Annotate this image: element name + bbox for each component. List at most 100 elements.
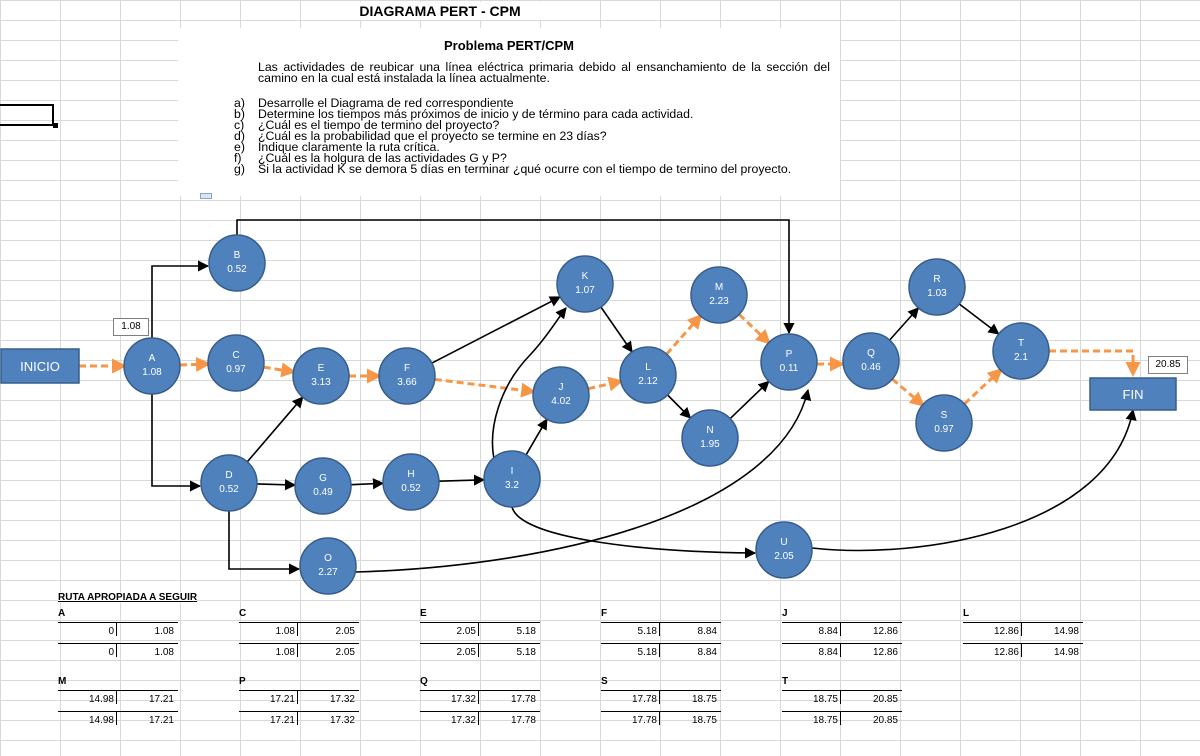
node-m-id: M <box>715 282 723 293</box>
route-start-time[interactable]: 8.84 <box>818 626 838 637</box>
route-end-time[interactable]: 5.18 <box>516 626 536 637</box>
route-start-time[interactable]: 1.08 <box>275 626 295 637</box>
route-start-time[interactable]: 5.18 <box>637 626 657 637</box>
route-end-time[interactable]: 5.18 <box>516 647 536 658</box>
route-end-time[interactable]: 1.08 <box>154 626 174 637</box>
route-start-time[interactable]: 14.98 <box>88 715 114 726</box>
route-end-time[interactable]: 12.86 <box>872 626 898 637</box>
edge-i-u <box>511 506 757 559</box>
route-end-time[interactable]: 14.98 <box>1053 626 1079 637</box>
node-h-id: H <box>407 469 414 480</box>
route-end-time[interactable]: 1.08 <box>154 647 174 658</box>
node-a: A 1.08 <box>123 337 181 395</box>
node-q-id: Q <box>867 348 875 359</box>
route-row-line <box>963 643 1083 644</box>
node-s-duration: 0.97 <box>934 424 954 435</box>
route-end-time[interactable]: 17.78 <box>510 694 536 705</box>
route-row-separator <box>840 622 841 636</box>
route-end-time[interactable]: 2.05 <box>335 647 355 658</box>
route-start-time[interactable]: 17.32 <box>450 694 476 705</box>
route-end-time[interactable]: 20.85 <box>872 715 898 726</box>
end-node-box <box>1089 377 1177 411</box>
route-start-time[interactable]: 0 <box>108 647 114 658</box>
route-start-time[interactable]: 17.78 <box>631 715 657 726</box>
route-end-time[interactable]: 2.05 <box>335 626 355 637</box>
edge-l-n <box>667 394 692 419</box>
question-g: g) Si la actividad K se demora 5 días en … <box>234 162 792 176</box>
node-g-duration: 0.49 <box>313 487 333 498</box>
node-a-circle <box>123 337 181 395</box>
route-row-line <box>239 690 359 691</box>
route-row-separator <box>478 643 479 657</box>
page-title: DIAGRAMA PERT - CPM <box>330 2 550 20</box>
route-row-line <box>239 643 359 644</box>
node-b-circle <box>208 234 266 292</box>
route-row-line <box>420 711 540 712</box>
node-l-id: L <box>645 362 651 373</box>
route-start-time[interactable]: 12.86 <box>993 626 1019 637</box>
end-node-label: FIN <box>1123 387 1144 402</box>
route-end-time[interactable]: 12.86 <box>872 647 898 658</box>
edge-u-fin <box>811 408 1137 552</box>
route-row-line <box>782 711 902 712</box>
route-row-separator <box>116 711 117 725</box>
node-p-duration: 0.11 <box>780 363 799 374</box>
route-end-time[interactable]: 17.21 <box>148 715 174 726</box>
problem-question-list: a) Desarrolle el Diagrama de red correspo… <box>234 97 830 176</box>
edge-r-t <box>958 303 1000 335</box>
route-end-time[interactable]: 17.32 <box>329 715 355 726</box>
node-o: O 2.27 <box>299 537 357 595</box>
route-end-time[interactable]: 8.84 <box>697 647 717 658</box>
nodes-layer: INICIO FIN A 1.08 B 0.52 C 0.97 D 0.52 E 3.13 F 3.66 G… <box>0 234 1177 595</box>
route-start-time[interactable]: 17.21 <box>269 694 295 705</box>
node-t-circle <box>992 322 1050 380</box>
route-end-time[interactable]: 17.21 <box>148 694 174 705</box>
problem-statement-image[interactable]: Problema PERT/CPM Las actividades de reu… <box>178 28 840 196</box>
node-j-circle <box>532 366 590 424</box>
route-row-separator <box>840 711 841 725</box>
edge-q-s <box>891 377 925 407</box>
edge-b-p <box>236 219 795 335</box>
route-end-time[interactable]: 17.78 <box>510 715 536 726</box>
selected-cell[interactable] <box>0 104 54 126</box>
route-row-separator <box>478 711 479 725</box>
route-row-line <box>601 643 721 644</box>
route-row-line <box>58 622 178 623</box>
route-start-time[interactable]: 14.98 <box>88 694 114 705</box>
node-j-id: J <box>559 382 564 393</box>
question-b: b) Determine los tiempos más próximos de … <box>234 107 694 121</box>
route-start-time[interactable]: 8.84 <box>818 647 838 658</box>
route-end-time[interactable]: 18.75 <box>691 715 717 726</box>
route-end-time[interactable]: 17.32 <box>329 694 355 705</box>
route-start-time[interactable]: 17.78 <box>631 694 657 705</box>
route-end-time[interactable]: 18.75 <box>691 694 717 705</box>
route-end-time[interactable]: 20.85 <box>872 694 898 705</box>
route-row-separator <box>659 711 660 725</box>
node-e-circle <box>292 347 350 405</box>
node-f: F 3.66 <box>378 347 436 405</box>
route-start-time[interactable]: 17.21 <box>269 715 295 726</box>
route-start-time[interactable]: 17.32 <box>450 715 476 726</box>
node-h-duration: 0.52 <box>401 483 421 494</box>
route-start-time[interactable]: 2.05 <box>456 647 476 658</box>
route-start-time[interactable]: 2.05 <box>456 626 476 637</box>
embedded-object-marker[interactable] <box>200 193 212 199</box>
node-i-duration: 3.2 <box>505 480 519 491</box>
fill-handle[interactable] <box>53 123 58 128</box>
route-start-time[interactable]: 18.75 <box>812 715 838 726</box>
node-n-duration: 1.95 <box>700 439 720 450</box>
edge-a-d <box>151 394 202 492</box>
edge-h-i <box>438 474 486 486</box>
node-p-id: P <box>786 349 793 360</box>
route-start-time[interactable]: 18.75 <box>812 694 838 705</box>
route-end-time[interactable]: 14.98 <box>1053 647 1079 658</box>
route-start-time[interactable]: 12.86 <box>993 647 1019 658</box>
problem-heading: Problema PERT/CPM <box>443 38 575 53</box>
node-c-duration: 0.97 <box>226 364 246 375</box>
route-end-time[interactable]: 8.84 <box>697 626 717 637</box>
route-start-time[interactable]: 1.08 <box>275 647 295 658</box>
route-block-name: Q <box>420 676 428 687</box>
route-start-time[interactable]: 0 <box>108 626 114 637</box>
route-start-time[interactable]: 5.18 <box>637 647 657 658</box>
edge-o-p <box>355 388 812 573</box>
